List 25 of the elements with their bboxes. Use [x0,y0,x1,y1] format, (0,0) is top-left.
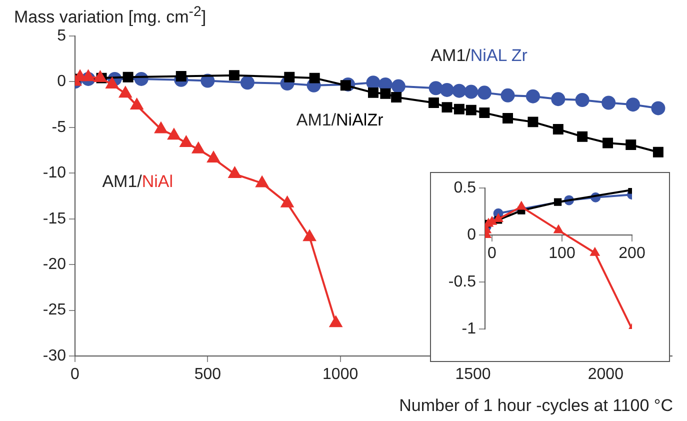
series-label: AM1/NiAL Zr [430,46,528,65]
series-label: AM1/NiAlZr [296,110,384,130]
y-tick-label: 5 [57,27,66,44]
x-tick-label: 500 [194,366,222,384]
x-axis-title: Number of 1 hour -cycles at 1100 °C [399,396,673,416]
x-tick-label: 1000 [322,366,358,384]
x-tick-label: 100 [548,245,576,262]
y-tick-label: -1 [462,320,476,338]
x-tick-label: 200 [618,245,646,262]
y-tick-label: -0.5 [448,273,476,290]
y-tick-label: -25 [42,302,66,319]
y-tick-label: 0 [467,226,476,244]
y-tick-label: 0.5 [454,179,476,196]
y-tick-label: -5 [52,118,66,136]
x-tick-label: 1500 [455,366,491,384]
y-tick-label: -20 [42,256,66,273]
x-tick-label: 0 [70,366,80,384]
y-axis-title: Mass variation [mg. cm$^{-2}$] [14,4,206,28]
y-tick-label: -10 [42,164,66,182]
series-label: AM1/NiAl [102,172,174,191]
x-tick-label: 0 [488,245,497,262]
y-tick-label: -30 [42,347,66,364]
x-tick-label: 2000 [588,366,624,384]
y-tick-label: 0 [57,73,66,90]
y-tick-label: -15 [42,210,66,228]
